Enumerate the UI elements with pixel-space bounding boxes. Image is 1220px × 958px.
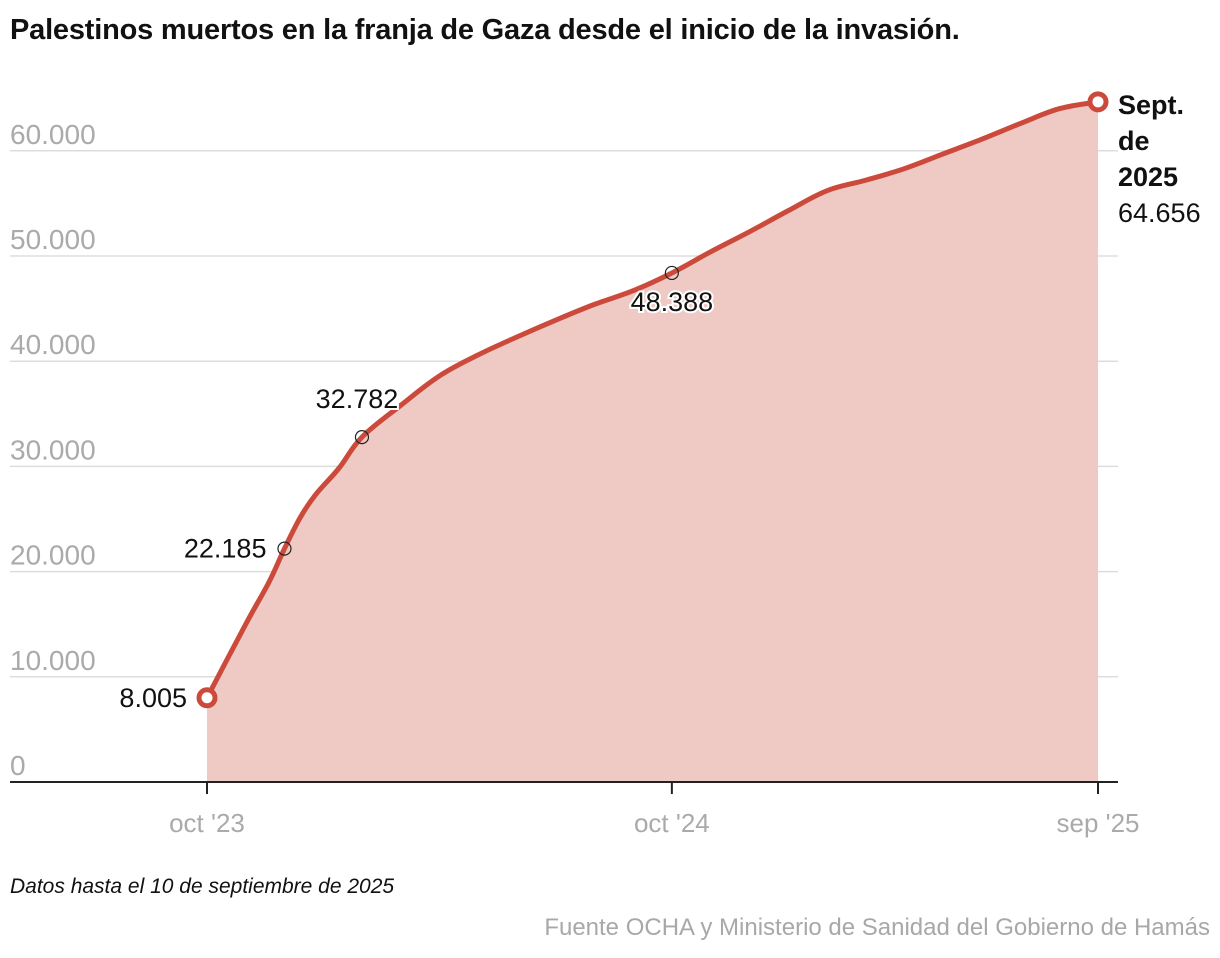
x-tick-label: oct '24	[634, 808, 710, 838]
chart-title: Palestinos muertos en la franja de Gaza …	[10, 14, 960, 46]
source-credit: Fuente OCHA y Ministerio de Sanidad del …	[544, 914, 1210, 941]
area-fill	[207, 101, 1098, 783]
label-layer: 0 10.000 20.000 30.000 40.000 50.000 60.000 oct…	[10, 90, 1201, 838]
data-label: 32.782	[316, 384, 399, 414]
data-point-marker	[664, 265, 679, 281]
x-tick-label: oct '23	[169, 808, 245, 838]
series-line	[204, 99, 1101, 701]
endpoint-marker	[196, 687, 218, 709]
end-date-label: 2025	[1118, 162, 1178, 192]
data-label: 48.388	[631, 287, 714, 317]
y-tick-label: 50.000	[10, 224, 96, 255]
area-fill-layer	[207, 101, 1098, 783]
data-note: Datos hasta el 10 de septiembre de 2025	[10, 875, 395, 898]
y-tick-label: 10.000	[10, 645, 96, 676]
y-tick-label: 0	[10, 750, 26, 781]
y-tick-label: 30.000	[10, 434, 96, 465]
data-point-marker	[354, 430, 370, 445]
x-tick-label: sep '25	[1056, 808, 1139, 838]
x-axis	[10, 781, 1118, 794]
y-tick-label: 20.000	[10, 540, 96, 571]
endpoint-marker	[1087, 91, 1109, 113]
end-date-label: Sept.	[1118, 90, 1184, 120]
end-date-label: de	[1118, 126, 1150, 156]
data-label: 22.185	[184, 534, 267, 564]
data-point-marker	[277, 541, 292, 556]
data-label: 8.005	[119, 683, 187, 713]
y-tick-label: 40.000	[10, 329, 96, 360]
y-tick-label: 60.000	[10, 119, 96, 150]
marker-layer	[196, 91, 1109, 709]
series-line-layer	[204, 99, 1101, 701]
end-value-label: 64.656	[1118, 198, 1201, 228]
